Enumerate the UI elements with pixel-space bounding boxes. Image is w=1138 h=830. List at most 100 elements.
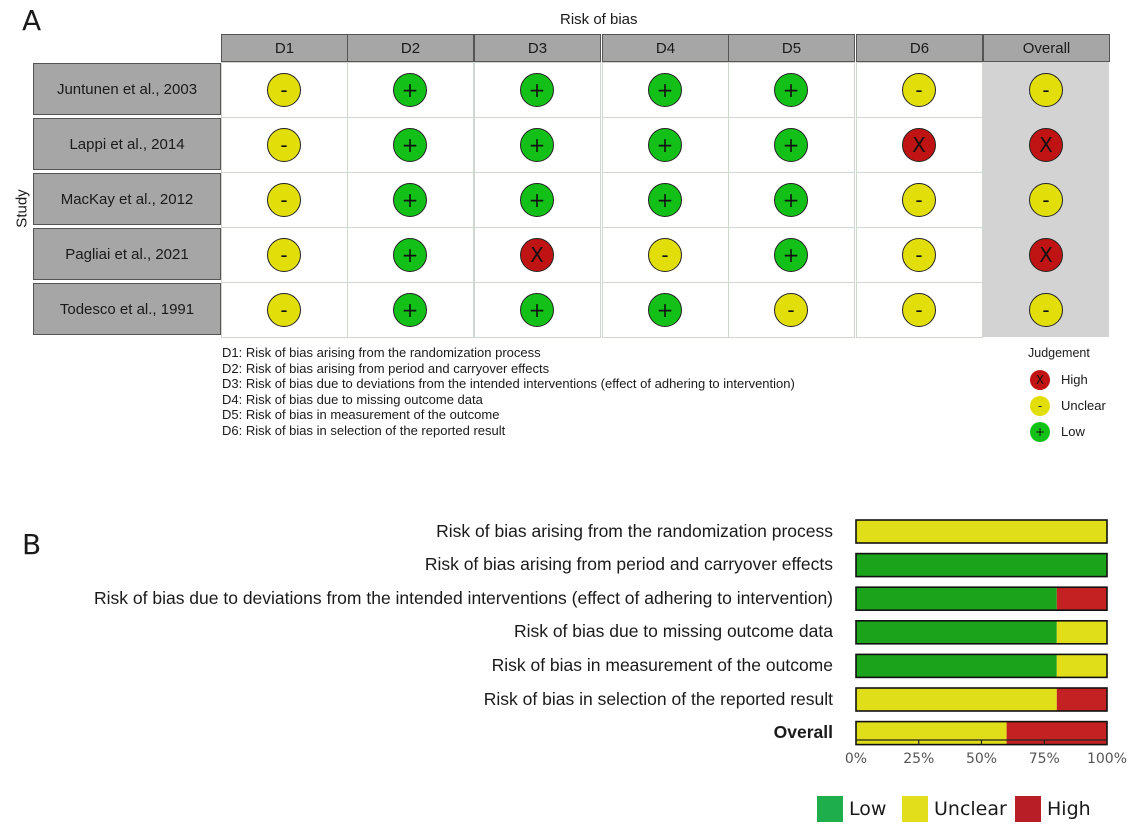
judgement-low-dot: + — [520, 72, 554, 107]
bar-segment-low — [856, 654, 1057, 678]
judgement-unclear-dot: - — [1029, 292, 1063, 327]
judgement-low-dot: + — [393, 182, 427, 217]
judgement-unclear-dot: - — [902, 72, 936, 107]
bar-category-label: Risk of bias in measurement of the outco… — [491, 654, 833, 675]
x-axis-tick-label: 75% — [1029, 751, 1060, 767]
judgement-low-dot: + — [393, 127, 427, 162]
judgement-low-dot: + — [520, 127, 554, 162]
x-axis-tick-label: 0% — [845, 751, 867, 767]
bar-segment-unclear — [856, 688, 1057, 711]
domain-legend-d5: D5: Risk of bias in measurement of the o… — [222, 407, 500, 422]
judgement-legend-high-label: High — [1061, 372, 1088, 387]
judgement-low-dot: + — [393, 237, 427, 272]
panel-a-letter: A — [22, 4, 42, 37]
bar-outline — [855, 653, 1108, 679]
judgement-unclear-dot: - — [902, 237, 936, 272]
legend-high: High — [1015, 796, 1091, 822]
bar-outline — [855, 687, 1108, 712]
judgement-unclear-dot: - — [267, 127, 301, 162]
judgement-low-dot: + — [520, 292, 554, 327]
grid-cell — [728, 282, 855, 338]
bar-segment-unclear — [856, 721, 1007, 745]
legend-unclear: Unclear — [902, 796, 1007, 822]
grid-cell — [474, 282, 601, 338]
legend-unclear-swatch — [902, 796, 928, 822]
column-header-d1: D1 — [221, 34, 348, 62]
judgement-unclear-dot: - — [267, 182, 301, 217]
legend-unclear-label: Unclear — [934, 798, 1007, 820]
bar-segment-high — [1056, 587, 1107, 611]
judgement-unclear-dot: - — [267, 237, 301, 272]
judgement-unclear-dot: - — [774, 292, 808, 327]
grid-cell — [347, 282, 474, 338]
bar-segment-unclear — [856, 520, 1107, 543]
judgement-low-dot: + — [648, 72, 682, 107]
bar-segment-unclear — [1056, 654, 1107, 678]
judgement-high-dot: X — [1029, 237, 1063, 272]
study-row-header: Todesco et al., 1991 — [33, 283, 221, 335]
column-header-d3: D3 — [474, 34, 601, 62]
judgement-legend-unclear-label: Unclear — [1061, 398, 1106, 413]
judgement-low-dot: + — [520, 182, 554, 217]
bar-segment-unclear — [1056, 620, 1107, 644]
column-header-d2: D2 — [347, 34, 474, 62]
judgement-unclear-dot: - — [648, 237, 682, 272]
judgement-low-dot: + — [774, 182, 808, 217]
judgement-low-dot: + — [393, 72, 427, 107]
panel-b-letter: B — [22, 528, 42, 561]
domain-legend-d4: D4: Risk of bias due to missing outcome … — [222, 391, 483, 407]
column-header-overall: Overall — [983, 34, 1110, 62]
judgement-unclear-dot: - — [902, 182, 936, 217]
judgement-low-dot: + — [774, 72, 808, 107]
judgement-low-dot: + — [774, 237, 808, 272]
legend-high-swatch — [1015, 796, 1041, 822]
legend-low: Low — [817, 796, 886, 822]
bar-outline — [855, 552, 1108, 578]
judgement-unclear-dot: - — [267, 292, 301, 327]
study-row-header: MacKay et al., 2012 — [33, 173, 221, 225]
bar-category-label: Risk of bias arising from period and car… — [424, 554, 833, 575]
judgement-legend-low-label: Low — [1061, 424, 1085, 439]
legend-low-swatch — [817, 796, 843, 822]
domain-legend-d3: D3: Risk of bias due to deviations from … — [222, 376, 795, 391]
judgement-high-dot: X — [1029, 127, 1063, 162]
judgement-unclear-dot: - — [902, 292, 936, 327]
judgement-legend-low-dot: + — [1030, 422, 1050, 442]
domain-legend: D1: Risk of bias arising from the random… — [222, 345, 795, 438]
judgement-high-dot: X — [902, 127, 936, 162]
bar-segment-low — [856, 587, 1057, 611]
bar-outline — [855, 586, 1108, 612]
judgement-unclear-dot: - — [1029, 182, 1063, 217]
bar-outline — [855, 619, 1108, 645]
judgement-low-dot: + — [648, 182, 682, 217]
judgement-unclear-dot: - — [267, 72, 301, 107]
judgement-high-dot: X — [520, 237, 554, 272]
column-header-d4: D4 — [602, 34, 729, 62]
legend-high-label: High — [1047, 798, 1091, 820]
judgement-legend-title: Judgement — [1028, 346, 1090, 360]
column-header-d5: D5 — [728, 34, 855, 62]
bar-category-label: Risk of bias in selection of the reporte… — [483, 688, 833, 709]
bar-segment-high — [1006, 721, 1107, 745]
judgement-low-dot: + — [648, 127, 682, 162]
judgement-low-dot: + — [393, 292, 427, 327]
judgement-unclear-dot: - — [1029, 72, 1063, 107]
column-header-d6: D6 — [856, 34, 983, 62]
bar-segment-high — [1056, 688, 1107, 711]
study-row-header: Pagliai et al., 2021 — [33, 228, 221, 280]
judgement-low-dot: + — [648, 292, 682, 327]
bar-category-label: Risk of bias due to missing outcome data — [513, 621, 833, 642]
bar-outline — [855, 519, 1108, 544]
study-row-header: Juntunen et al., 2003 — [33, 63, 221, 115]
risk-of-bias-title: Risk of bias — [560, 11, 638, 28]
domain-legend-d6: D6: Risk of bias in selection of the rep… — [222, 422, 506, 438]
domain-legend-d2: D2: Risk of bias arising from period and… — [222, 360, 550, 376]
legend-low-label: Low — [849, 798, 887, 820]
grid-cell — [856, 282, 983, 338]
study-row-header: Lappi et al., 2014 — [33, 118, 221, 170]
bar-category-label: Overall — [773, 722, 833, 743]
x-axis-tick-label: 25% — [903, 751, 934, 767]
judgement-legend-unclear-dot: - — [1030, 396, 1050, 416]
bar-segment-low — [856, 620, 1057, 644]
